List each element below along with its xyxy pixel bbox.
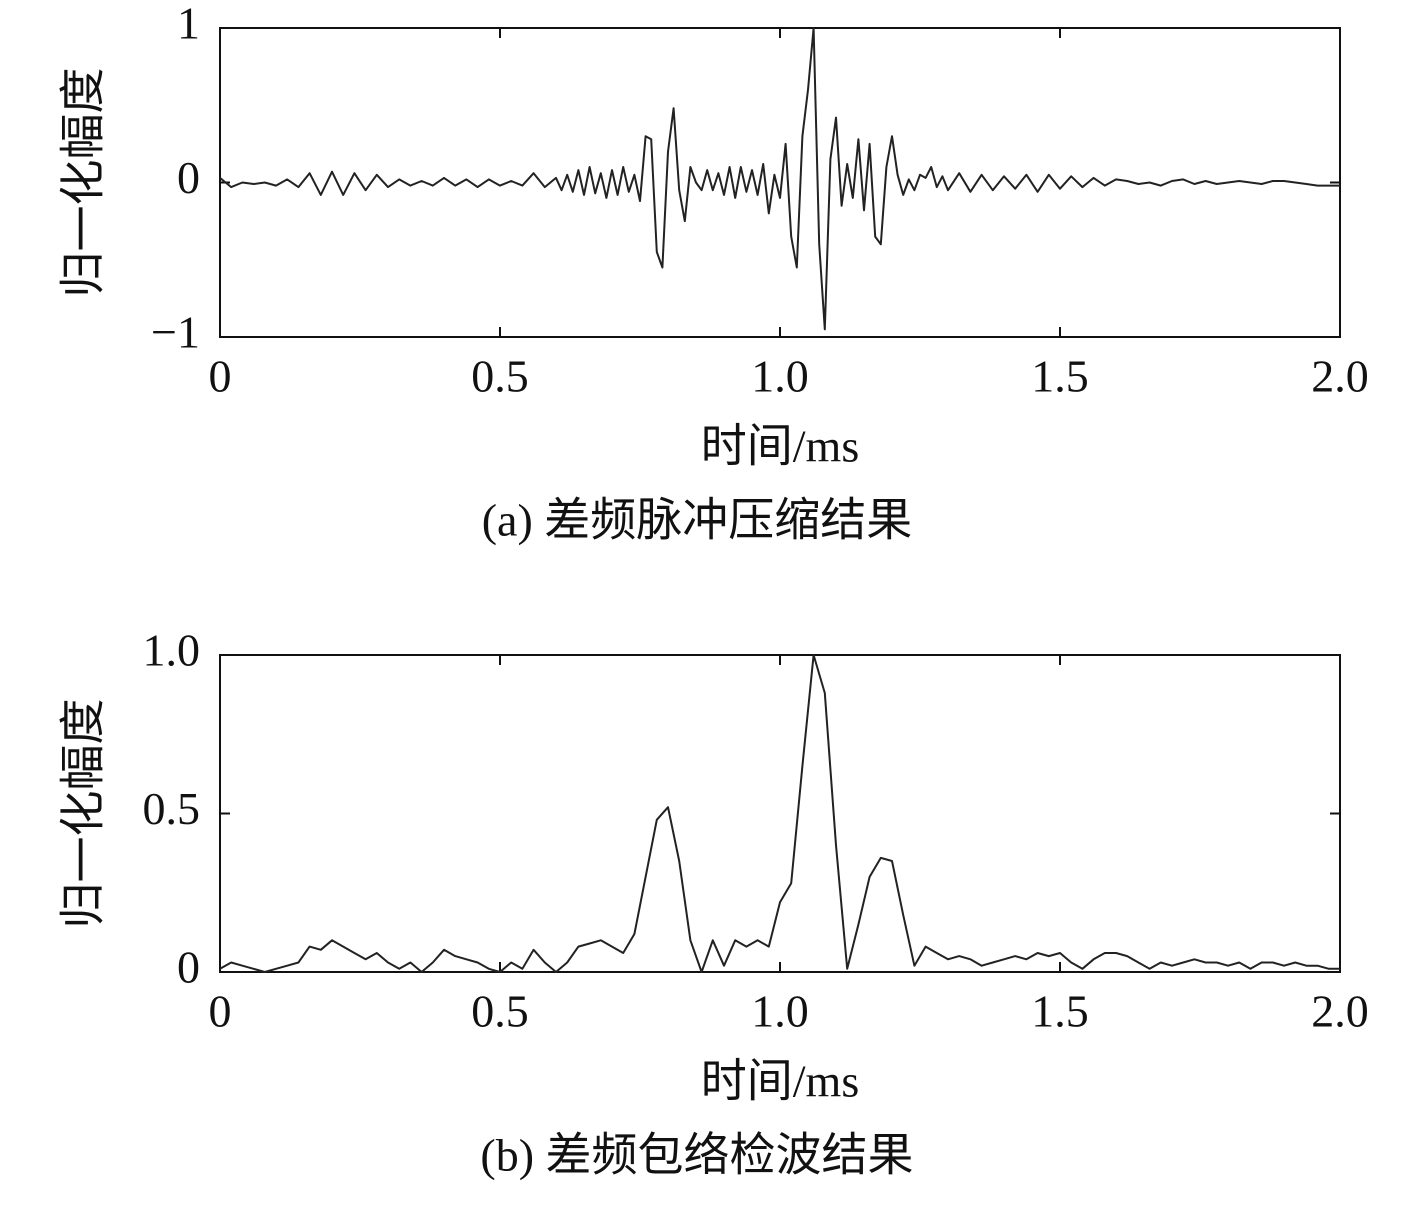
x-tick-label: 0 [209,986,232,1037]
y-tick-label: −1 [151,307,200,358]
caption: (b) 差频包络检波结果 [480,1130,913,1181]
y-tick-label: 0 [177,942,200,993]
x-tick-label: 1.0 [751,986,809,1037]
x-tick-label: 0 [209,351,232,402]
y-tick-label: 1 [177,0,200,49]
signal-line [219,654,1340,973]
x-axis-label: 时间/ms [701,1056,859,1107]
y-tick-label: 0.5 [143,783,201,834]
x-tick-label: 2.0 [1311,351,1369,402]
y-tick-label: 0 [177,152,200,203]
y-tick-label: 1.0 [143,625,201,676]
x-tick-label: 1.0 [751,351,809,402]
x-axis-label: 时间/ms [701,421,859,472]
x-tick-label: 1.5 [1031,986,1089,1037]
plot-frame [219,27,1341,338]
y-axis-label: 归一化幅度 [58,68,109,298]
x-tick-label: 1.5 [1031,351,1089,402]
caption: (a) 差频脉冲压缩结果 [482,495,913,546]
y-axis-label: 归一化幅度 [58,699,109,929]
x-tick-label: 0.5 [471,986,529,1037]
plot-frame [219,654,1341,973]
x-tick-label: 2.0 [1311,986,1369,1037]
signal-line [219,27,1340,331]
x-tick-label: 0.5 [471,351,529,402]
